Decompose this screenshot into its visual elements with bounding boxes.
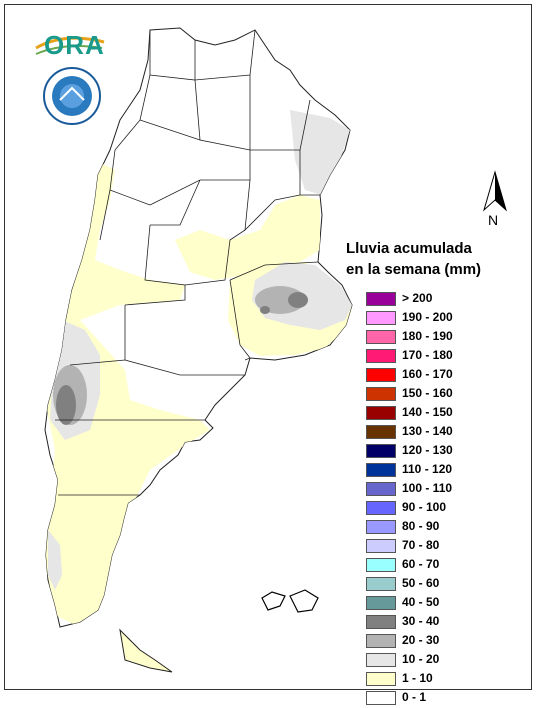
legend-label: 130 - 140 <box>402 424 453 438</box>
legend-swatch <box>366 672 396 686</box>
legend-swatch <box>366 349 396 363</box>
legend-swatch <box>366 596 396 610</box>
map-frame <box>4 4 532 690</box>
legend-item: 110 - 120 <box>366 461 516 480</box>
legend-item: 60 - 70 <box>366 556 516 575</box>
legend-item: 90 - 100 <box>366 499 516 518</box>
zone-1-10-west <box>45 160 210 625</box>
legend-label: 140 - 150 <box>402 405 453 419</box>
ora-logo-text: ORA <box>44 30 105 60</box>
legend-item: 0 - 1 <box>366 689 516 708</box>
legend-swatch <box>366 634 396 648</box>
legend-item: 120 - 130 <box>366 442 516 461</box>
legend-item: 20 - 30 <box>366 632 516 651</box>
legend-item: 70 - 80 <box>366 537 516 556</box>
legend-label: 20 - 30 <box>402 633 440 647</box>
legend-item: 140 - 150 <box>366 404 516 423</box>
legend-swatch <box>366 482 396 496</box>
legend-swatch <box>366 387 396 401</box>
legend-swatch <box>366 539 396 553</box>
legend-item: 160 - 170 <box>366 366 516 385</box>
legend-item: > 200 <box>366 290 516 309</box>
legend-label: 30 - 40 <box>402 614 440 628</box>
legend-title: Lluvia acumulada en la semana (mm) <box>346 238 526 280</box>
legend-item: 170 - 180 <box>366 347 516 366</box>
legend-swatch <box>366 577 396 591</box>
legend-item: 1 - 10 <box>366 670 516 689</box>
legend-swatch <box>366 501 396 515</box>
legend-label: 100 - 110 <box>402 481 453 495</box>
legend-swatch <box>366 368 396 382</box>
malvinas-islands <box>261 589 319 613</box>
zone-10-20-south <box>48 530 62 590</box>
legend-label: 150 - 160 <box>402 386 453 400</box>
legend-label: 120 - 130 <box>402 443 453 457</box>
legend-swatch <box>366 463 396 477</box>
legend-swatch <box>366 425 396 439</box>
zone-1-10-north <box>175 195 320 280</box>
legend-label: 60 - 70 <box>402 557 440 571</box>
zone-30-40-east-b <box>260 306 270 314</box>
zone-30-40-west <box>56 385 76 425</box>
legend-label: 170 - 180 <box>402 348 453 362</box>
legend-item: 80 - 90 <box>366 518 516 537</box>
legend-title-line1: Lluvia acumulada <box>346 240 472 257</box>
legend-label: 180 - 190 <box>402 329 453 343</box>
legend-label: 190 - 200 <box>402 310 453 324</box>
tierra-del-fuego <box>119 628 173 673</box>
legend-label: 110 - 120 <box>402 462 453 476</box>
north-arrow-icon <box>483 170 507 212</box>
legend-swatch <box>366 558 396 572</box>
legend-label: 80 - 90 <box>402 519 440 533</box>
legend-item: 150 - 160 <box>366 385 516 404</box>
legend-label: 40 - 50 <box>402 595 440 609</box>
legend-label: 90 - 100 <box>402 500 447 514</box>
legend-swatch <box>366 292 396 306</box>
legend: > 200 190 - 200 180 - 190 170 - 180 160 - 17… <box>366 290 516 708</box>
legend-item: 30 - 40 <box>366 613 516 632</box>
legend-swatch <box>366 330 396 344</box>
legend-swatch <box>366 520 396 534</box>
legend-swatch <box>366 406 396 420</box>
ora-sun-arc-icon <box>35 36 105 55</box>
legend-item: 40 - 50 <box>366 594 516 613</box>
legend-item: 190 - 200 <box>366 309 516 328</box>
smn-seal-icon <box>43 67 101 125</box>
zone-10-20-northeast <box>290 110 350 195</box>
legend-title-line2: en la semana (mm) <box>346 261 482 278</box>
legend-label: > 200 <box>402 291 433 305</box>
legend-item: 130 - 140 <box>366 423 516 442</box>
legend-swatch <box>366 444 396 458</box>
legend-label: 70 - 80 <box>402 538 440 552</box>
legend-label: 50 - 60 <box>402 576 440 590</box>
legend-swatch <box>366 615 396 629</box>
legend-item: 50 - 60 <box>366 575 516 594</box>
legend-swatch <box>366 653 396 667</box>
legend-label: 160 - 170 <box>402 367 453 381</box>
north-label: N <box>488 212 499 228</box>
legend-label: 1 - 10 <box>402 671 433 685</box>
legend-swatch <box>366 691 396 705</box>
legend-item: 100 - 110 <box>366 480 516 499</box>
zone-30-40-east-a <box>288 292 308 308</box>
legend-swatch <box>366 311 396 325</box>
legend-item: 180 - 190 <box>366 328 516 347</box>
province-borders <box>55 29 320 496</box>
legend-item: 10 - 20 <box>366 651 516 670</box>
legend-label: 0 - 1 <box>402 690 427 704</box>
legend-label: 10 - 20 <box>402 652 440 666</box>
